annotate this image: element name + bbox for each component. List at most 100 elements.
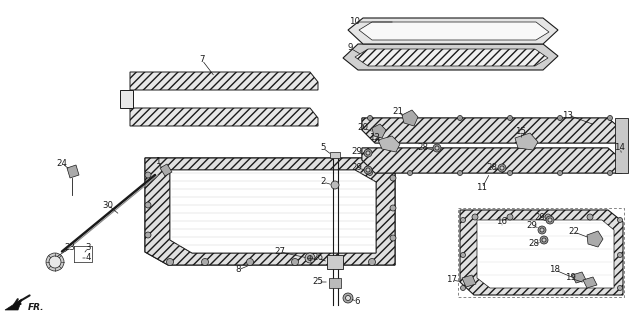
Circle shape bbox=[500, 166, 504, 170]
Circle shape bbox=[557, 116, 562, 121]
Circle shape bbox=[608, 116, 613, 121]
Circle shape bbox=[498, 164, 506, 172]
Bar bbox=[329, 278, 341, 288]
Text: 17: 17 bbox=[447, 276, 457, 284]
Polygon shape bbox=[130, 72, 318, 90]
Polygon shape bbox=[5, 299, 22, 310]
Circle shape bbox=[364, 149, 372, 157]
Text: FR.: FR. bbox=[28, 303, 45, 313]
Text: 10: 10 bbox=[350, 18, 360, 27]
Circle shape bbox=[364, 166, 372, 174]
Bar bbox=[330, 152, 340, 158]
Polygon shape bbox=[362, 118, 622, 143]
Circle shape bbox=[337, 259, 343, 266]
Circle shape bbox=[390, 235, 396, 241]
Circle shape bbox=[291, 259, 299, 266]
Circle shape bbox=[145, 202, 151, 208]
Polygon shape bbox=[170, 170, 376, 253]
Text: 22: 22 bbox=[569, 228, 579, 236]
Circle shape bbox=[540, 228, 544, 232]
Text: 26: 26 bbox=[313, 253, 323, 262]
Circle shape bbox=[460, 252, 465, 258]
Circle shape bbox=[201, 259, 208, 266]
Circle shape bbox=[507, 214, 513, 220]
Polygon shape bbox=[477, 220, 614, 288]
Polygon shape bbox=[378, 136, 400, 152]
Polygon shape bbox=[402, 110, 418, 126]
Text: 4: 4 bbox=[86, 253, 91, 262]
Circle shape bbox=[457, 171, 462, 175]
Circle shape bbox=[457, 116, 462, 121]
Polygon shape bbox=[67, 165, 79, 178]
Circle shape bbox=[472, 214, 478, 220]
Text: 29: 29 bbox=[526, 221, 537, 230]
Polygon shape bbox=[362, 148, 622, 173]
Text: 21: 21 bbox=[392, 108, 403, 116]
Text: 25: 25 bbox=[313, 277, 323, 286]
Polygon shape bbox=[145, 158, 395, 265]
Text: 12: 12 bbox=[369, 133, 381, 142]
Circle shape bbox=[433, 144, 441, 152]
Circle shape bbox=[46, 253, 64, 271]
Circle shape bbox=[343, 293, 353, 303]
Circle shape bbox=[390, 205, 396, 211]
Circle shape bbox=[618, 252, 623, 258]
Text: 27: 27 bbox=[274, 247, 286, 257]
Circle shape bbox=[557, 171, 562, 175]
Text: 9: 9 bbox=[347, 44, 353, 52]
Circle shape bbox=[367, 171, 372, 175]
Text: 28: 28 bbox=[528, 239, 540, 249]
Polygon shape bbox=[130, 108, 318, 126]
Text: 8: 8 bbox=[235, 266, 241, 275]
Polygon shape bbox=[583, 277, 597, 288]
Circle shape bbox=[366, 151, 370, 155]
Text: 16: 16 bbox=[496, 218, 508, 227]
Polygon shape bbox=[615, 118, 628, 173]
Circle shape bbox=[408, 116, 413, 121]
Circle shape bbox=[618, 285, 623, 291]
Circle shape bbox=[587, 214, 593, 220]
Circle shape bbox=[369, 259, 376, 266]
Polygon shape bbox=[160, 164, 172, 176]
Circle shape bbox=[145, 172, 151, 178]
Polygon shape bbox=[348, 18, 558, 44]
Text: 24: 24 bbox=[57, 158, 67, 167]
Text: 18: 18 bbox=[550, 266, 560, 275]
Polygon shape bbox=[145, 158, 395, 265]
Circle shape bbox=[460, 285, 465, 291]
Circle shape bbox=[460, 218, 465, 222]
Text: 7: 7 bbox=[199, 55, 205, 65]
Circle shape bbox=[367, 116, 372, 121]
Polygon shape bbox=[343, 44, 558, 70]
Text: 29: 29 bbox=[352, 148, 362, 156]
Circle shape bbox=[435, 146, 439, 150]
Polygon shape bbox=[460, 210, 623, 295]
Circle shape bbox=[345, 295, 350, 300]
Circle shape bbox=[408, 171, 413, 175]
Circle shape bbox=[508, 171, 513, 175]
Polygon shape bbox=[362, 118, 622, 143]
Text: 5: 5 bbox=[320, 143, 326, 153]
Circle shape bbox=[546, 216, 554, 224]
Polygon shape bbox=[120, 90, 133, 108]
Circle shape bbox=[305, 253, 315, 263]
Circle shape bbox=[247, 259, 253, 266]
Polygon shape bbox=[359, 22, 549, 40]
Text: 29: 29 bbox=[535, 213, 545, 222]
Text: 19: 19 bbox=[565, 274, 576, 283]
Text: 13: 13 bbox=[562, 110, 574, 119]
Polygon shape bbox=[372, 124, 386, 138]
Text: 6: 6 bbox=[354, 298, 360, 307]
Circle shape bbox=[538, 226, 546, 234]
Polygon shape bbox=[355, 49, 548, 66]
Polygon shape bbox=[572, 272, 586, 283]
Text: 30: 30 bbox=[103, 201, 113, 210]
Text: 2: 2 bbox=[320, 178, 326, 187]
Text: 14: 14 bbox=[615, 143, 625, 153]
Bar bbox=[327, 255, 343, 269]
Circle shape bbox=[508, 116, 513, 121]
Text: 28: 28 bbox=[418, 143, 428, 153]
Text: 11: 11 bbox=[477, 183, 487, 193]
Circle shape bbox=[167, 259, 174, 266]
Circle shape bbox=[548, 218, 552, 222]
